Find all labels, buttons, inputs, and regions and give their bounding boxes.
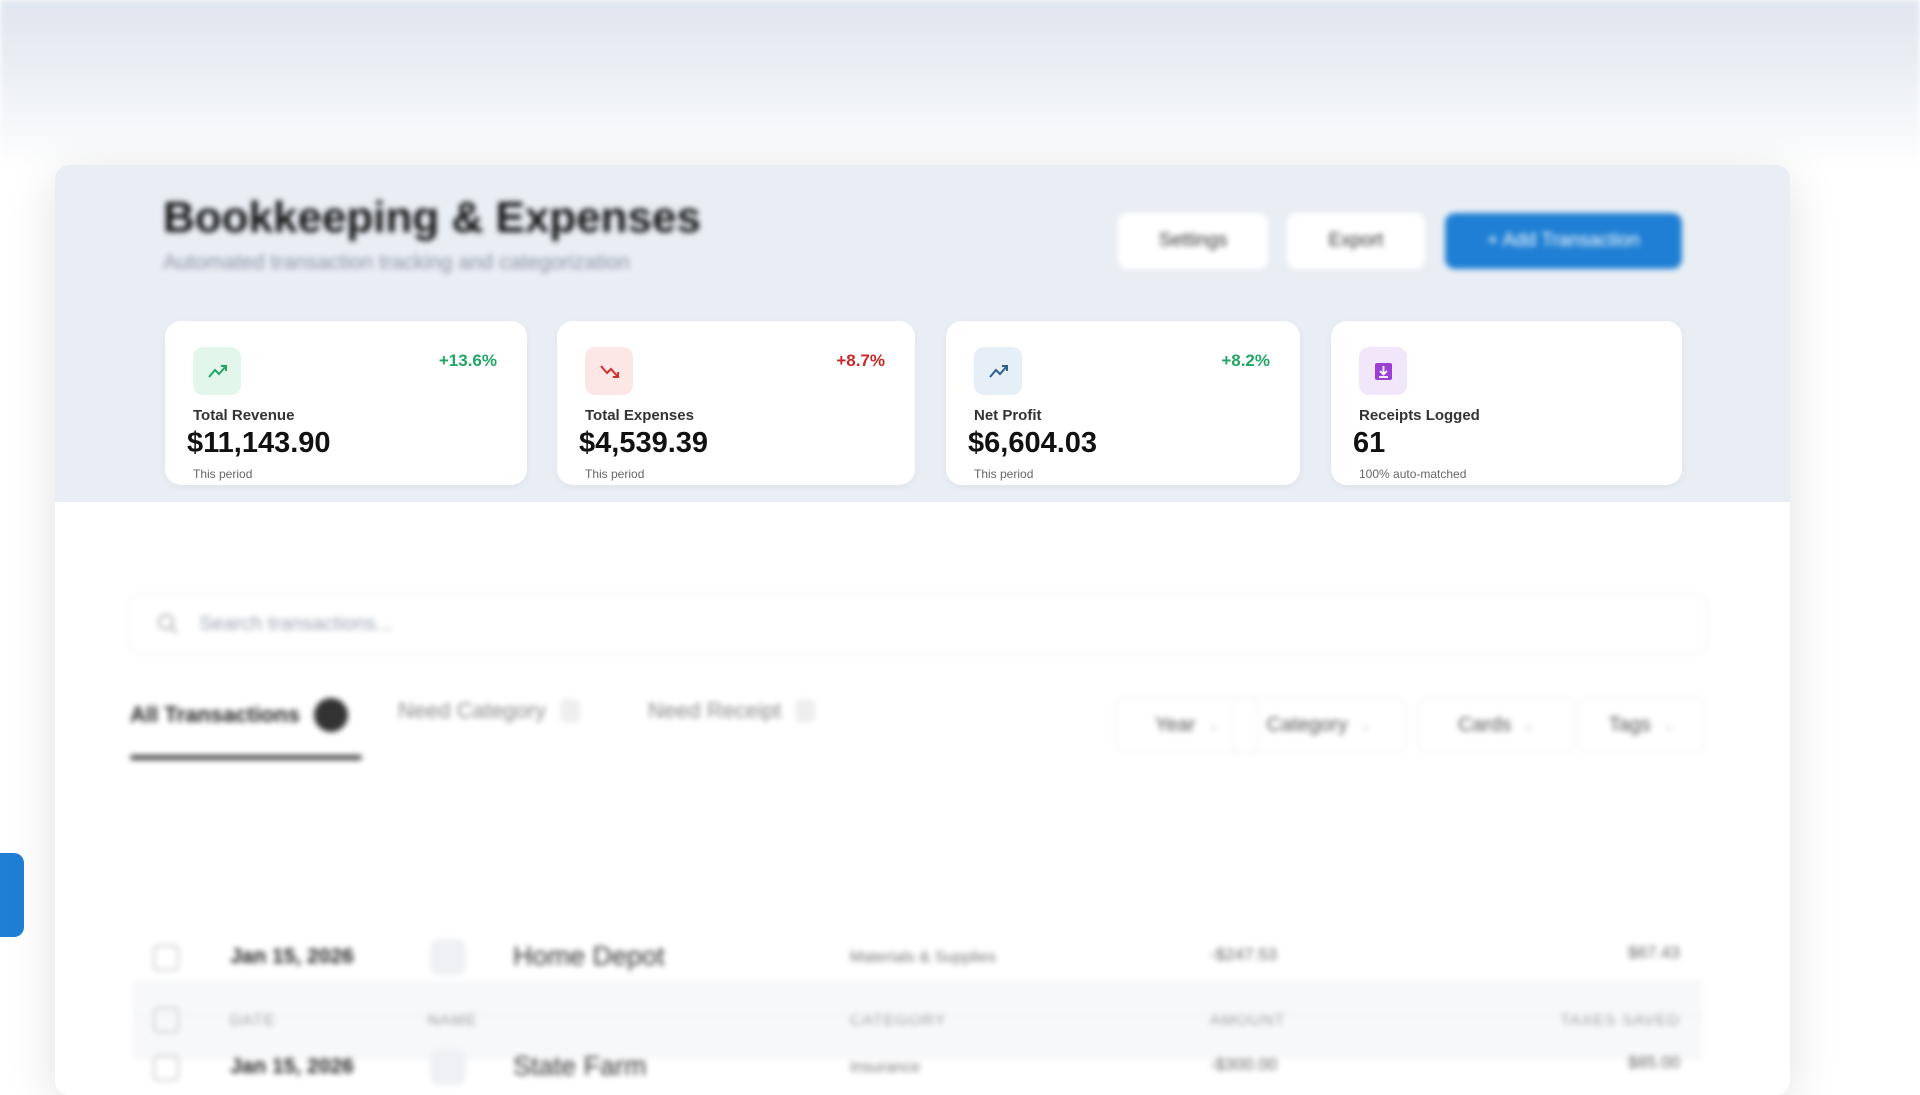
subtitle: Automated transaction tracking and categ… bbox=[163, 251, 630, 274]
filter-dropdown[interactable]: Tags ⌄ bbox=[1578, 697, 1705, 753]
table-cell: -$247.53 bbox=[1210, 945, 1278, 964]
filter-label: Tags bbox=[1608, 713, 1651, 736]
filter-label: Year bbox=[1154, 713, 1196, 736]
stat-label: Total Revenue bbox=[193, 407, 295, 424]
export-button[interactable]: Export bbox=[1287, 213, 1425, 269]
search-icon bbox=[158, 614, 178, 634]
filter-dropdown[interactable]: Year ⌄ bbox=[1115, 697, 1259, 753]
stat-icon bbox=[1359, 347, 1407, 395]
column-header: DATE bbox=[230, 1012, 276, 1029]
table-cell: $85.00 bbox=[1628, 1053, 1680, 1072]
settings-button[interactable]: Settings bbox=[1118, 213, 1268, 269]
stat-note: This period bbox=[974, 467, 1034, 481]
button-label: Export bbox=[1328, 230, 1384, 251]
column-header: NAME bbox=[427, 1012, 478, 1029]
tab-badge bbox=[313, 698, 348, 732]
tab-badge bbox=[559, 699, 580, 723]
add-button[interactable]: + Add Transaction bbox=[1445, 213, 1682, 269]
table-cell: -$300.00 bbox=[1210, 1055, 1278, 1074]
backdrop bbox=[0, 0, 1920, 170]
icon bbox=[207, 364, 227, 378]
icon bbox=[599, 364, 619, 378]
table-cell: Home Depot bbox=[513, 941, 665, 971]
stat-label: Receipts Logged bbox=[1359, 407, 1480, 424]
chevron: ⌄ bbox=[1523, 716, 1536, 733]
stat-note: This period bbox=[193, 467, 253, 481]
tab[interactable]: All Transactions bbox=[130, 698, 348, 732]
stat-label: Total Expenses bbox=[585, 407, 694, 424]
stat-card: +8.2% Net Profit $6,604.03 This period bbox=[946, 321, 1300, 485]
stat-value: $6,604.03 bbox=[968, 427, 1098, 459]
chevron: ⌄ bbox=[1207, 716, 1220, 733]
table-header bbox=[133, 980, 1703, 1060]
column-header: TAXES SAVED bbox=[1560, 1012, 1680, 1029]
table-cell: Insurance bbox=[850, 1059, 921, 1076]
stat-note: 100% auto-matched bbox=[1359, 467, 1467, 481]
stat-change: +13.6% bbox=[438, 351, 497, 370]
icon bbox=[1374, 362, 1392, 380]
stat-value: $4,539.39 bbox=[579, 427, 709, 459]
title: Bookkeeping & Expenses bbox=[163, 193, 701, 242]
app-panel: Bookkeeping & Expenses Automated transac… bbox=[55, 165, 1790, 1095]
stat-note: This period bbox=[585, 467, 645, 481]
stat-icon bbox=[193, 347, 241, 395]
checkbox[interactable] bbox=[153, 945, 179, 971]
side-tab[interactable] bbox=[0, 853, 24, 937]
column-header: AMOUNT bbox=[1210, 1012, 1286, 1029]
table-cell: $67.43 bbox=[1628, 943, 1680, 962]
tab-label: Need Category bbox=[398, 698, 546, 723]
search-box[interactable]: Search transactions... bbox=[128, 594, 1708, 654]
stat-icon bbox=[974, 347, 1022, 395]
vendor-logo bbox=[430, 1049, 466, 1085]
column-header: CATEGORY bbox=[850, 1012, 947, 1029]
header: Bookkeeping & Expenses Automated transac… bbox=[55, 165, 1790, 502]
stat-change: +8.2% bbox=[1221, 351, 1270, 370]
button-label: Settings bbox=[1158, 230, 1228, 251]
checkbox[interactable] bbox=[153, 1007, 179, 1033]
button-label: + Add Transaction bbox=[1487, 230, 1640, 251]
stat-card: +8.7% Total Expenses $4,539.39 This period bbox=[557, 321, 915, 485]
icon bbox=[988, 364, 1008, 378]
stat-icon bbox=[585, 347, 633, 395]
table-cell: State Farm bbox=[513, 1051, 647, 1081]
table-cell: Jan 15, 2026 bbox=[230, 945, 354, 968]
vendor-logo bbox=[430, 939, 466, 975]
table-cell: Materials & Supplies bbox=[850, 949, 996, 966]
chevron: ⌄ bbox=[1359, 716, 1372, 733]
tab-label: All Transactions bbox=[130, 702, 300, 727]
stat-card: Receipts Logged 61 100% auto-matched bbox=[1331, 321, 1682, 485]
tab-badge bbox=[795, 699, 816, 723]
row-divider bbox=[133, 1015, 1703, 1016]
stat-label: Net Profit bbox=[974, 407, 1042, 424]
chevron: ⌄ bbox=[1662, 716, 1675, 733]
stat-change: +8.7% bbox=[836, 351, 885, 370]
filter-dropdown[interactable]: Cards ⌄ bbox=[1418, 697, 1575, 753]
stat-card: +13.6% Total Revenue $11,143.90 This period bbox=[165, 321, 527, 485]
filter-label: Cards bbox=[1457, 713, 1512, 736]
filter-dropdown[interactable]: Category ⌄ bbox=[1232, 697, 1406, 753]
search-placeholder: Search transactions... bbox=[199, 612, 393, 635]
tab[interactable]: Need Category bbox=[398, 698, 580, 724]
table-cell: Jan 15, 2026 bbox=[230, 1055, 354, 1078]
tab[interactable]: Need Receipt bbox=[648, 698, 816, 724]
stat-value: $11,143.90 bbox=[187, 427, 331, 459]
tab-underline bbox=[130, 755, 362, 760]
stat-value: 61 bbox=[1353, 427, 1386, 459]
filter-label: Category bbox=[1266, 713, 1348, 736]
tab-label: Need Receipt bbox=[648, 698, 782, 723]
checkbox[interactable] bbox=[153, 1055, 179, 1081]
